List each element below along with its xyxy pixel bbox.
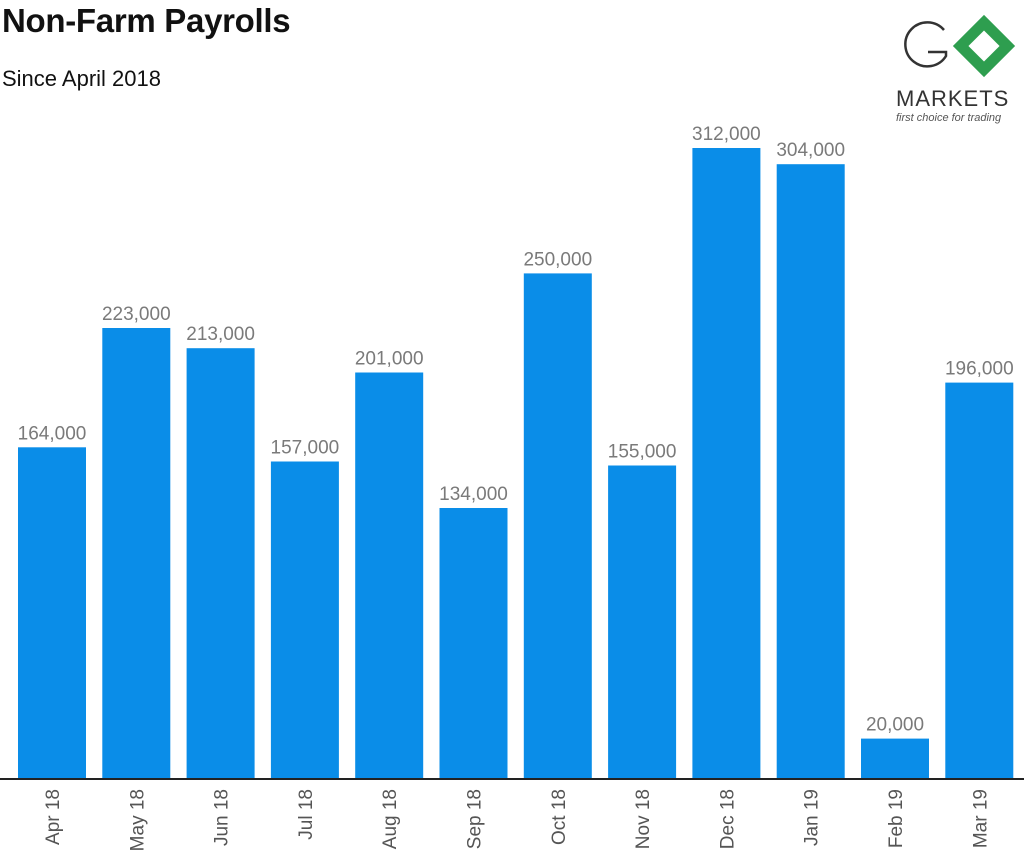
- value-label: 157,000: [271, 438, 340, 459]
- bar-sep-18: [439, 508, 508, 779]
- x-tick-label: Aug 18: [380, 789, 401, 849]
- x-tick-label: Jan 19: [802, 789, 823, 846]
- x-tick-label: Feb 19: [886, 789, 907, 848]
- value-label: 213,000: [186, 324, 255, 345]
- bar-oct-18: [523, 273, 592, 779]
- value-label: 304,000: [776, 140, 845, 161]
- x-tick-label: May 18: [127, 789, 148, 851]
- bar-jan-19: [776, 164, 845, 779]
- logo-wordmark: MARKETS: [896, 86, 1010, 111]
- bar-jul-18: [270, 461, 339, 779]
- bar-apr-18: [18, 447, 86, 779]
- x-tick-label: Nov 18: [633, 789, 654, 849]
- value-label: 223,000: [102, 304, 171, 325]
- value-label: 20,000: [866, 715, 924, 736]
- bar-nov-18: [608, 465, 677, 779]
- bar-feb-19: [861, 738, 929, 779]
- value-label: 312,000: [692, 124, 761, 145]
- x-tick-label: Oct 18: [549, 789, 570, 845]
- logo-mark-icon: [904, 14, 1016, 78]
- x-tick-label: Dec 18: [717, 789, 738, 849]
- logo-tagline: first choice for trading: [896, 112, 1002, 124]
- bar-aug-18: [355, 372, 424, 779]
- bar-dec-18: [692, 148, 761, 779]
- value-label: 134,000: [439, 484, 508, 505]
- bar-jun-18: [186, 348, 255, 779]
- value-label: 196,000: [945, 359, 1014, 380]
- go-markets-logo: MARKETS first choice for trading: [892, 14, 1016, 128]
- x-tick-label: Jul 18: [296, 789, 317, 840]
- value-label: 250,000: [523, 249, 592, 270]
- x-tick-label: Jun 18: [212, 789, 233, 846]
- x-tick-label: Sep 18: [465, 789, 486, 849]
- x-tick-label: Mar 19: [970, 789, 991, 848]
- chart-subtitle: Since April 2018: [2, 66, 161, 91]
- x-tick-label: Apr 18: [43, 789, 64, 845]
- bar-may-18: [102, 328, 171, 779]
- value-label: 164,000: [18, 423, 87, 444]
- bar-mar-19: [945, 382, 1014, 779]
- chart-title: Non-Farm Payrolls: [2, 2, 291, 39]
- value-label: 155,000: [608, 442, 677, 463]
- value-label: 201,000: [355, 349, 424, 370]
